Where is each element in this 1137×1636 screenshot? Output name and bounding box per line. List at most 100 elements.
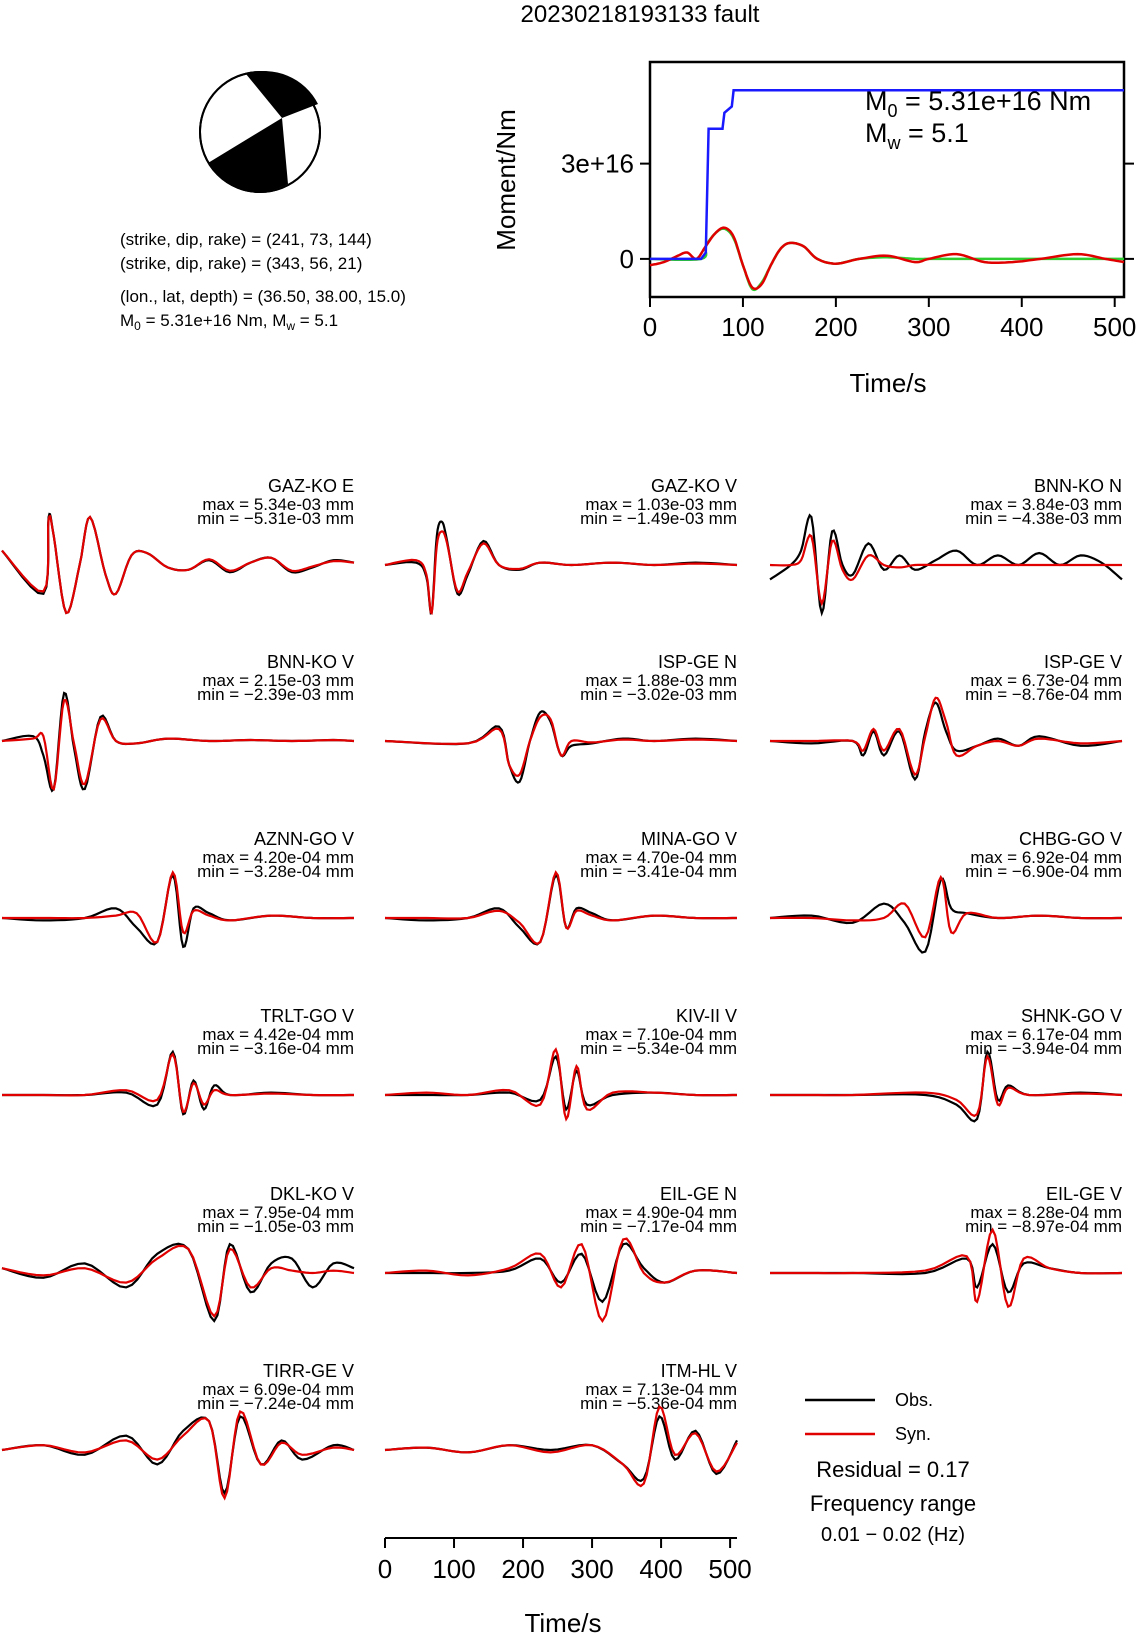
moment-mw-label: Mw = 5.1 <box>865 118 969 153</box>
moment-series-cumulative <box>650 89 1124 261</box>
synthetic-trace <box>770 1227 1123 1309</box>
observed-trace <box>384 872 737 946</box>
max-amplitude-label: max = 4.90e-04 mm <box>585 1203 737 1222</box>
observed-trace <box>384 710 738 784</box>
moment-series-rate <box>649 226 1125 291</box>
station-label: EIL-GE V <box>1046 1184 1122 1204</box>
mechanism-moment: M0 = 5.31e+16 Nm, Mw = 5.1 <box>120 311 338 333</box>
waveform-time-axis: 0 100 200 300 400 500 <box>378 1537 752 1584</box>
max-amplitude-label: max = 4.42e-04 mm <box>202 1025 354 1044</box>
station-label: MINA-GO V <box>641 829 737 849</box>
time-axis-tick-label: 400 <box>639 1554 682 1584</box>
max-amplitude-label: max = 6.92e-04 mm <box>970 848 1122 867</box>
synthetic-trace <box>770 874 1122 939</box>
legend-obs-label: Obs. <box>895 1390 933 1410</box>
synthetic-trace <box>1 698 355 791</box>
min-amplitude-label: min = −5.34e-04 mm <box>580 1039 737 1058</box>
station-label: AZNN-GO V <box>254 829 354 849</box>
observed-trace <box>770 1242 1123 1294</box>
max-amplitude-label: max = 7.13e-04 mm <box>585 1380 737 1399</box>
moment-series-synthetic-rate <box>649 227 1124 292</box>
observed-trace <box>1 1242 355 1323</box>
time-axis-tick-label: 500 <box>708 1554 751 1584</box>
min-amplitude-label: min = −8.76e-04 mm <box>965 685 1122 704</box>
beachball-icon <box>199 71 321 193</box>
min-amplitude-label: min = −7.24e-04 mm <box>197 1394 354 1413</box>
min-amplitude-label: min = −3.02e-03 mm <box>580 685 737 704</box>
mechanism-location: (lon., lat, depth) = (36.50, 38.00, 15.0… <box>120 287 406 306</box>
station-label: BNN-KO N <box>1034 476 1122 496</box>
synthetic-trace <box>2 1052 354 1114</box>
min-amplitude-label: min = −3.28e-04 mm <box>197 862 354 881</box>
station-label: ISP-GE N <box>658 652 737 672</box>
max-amplitude-label: max = 1.03e-03 mm <box>585 495 737 514</box>
synthetic-trace <box>770 696 1123 777</box>
observed-trace <box>1 872 354 949</box>
synthetic-trace <box>384 713 738 777</box>
synthetic-trace <box>384 1237 738 1324</box>
waveform-xlabel: Time/s <box>524 1608 601 1636</box>
legend: Obs. Syn. <box>805 1390 933 1444</box>
min-amplitude-label: min = −3.16e-04 mm <box>197 1039 354 1058</box>
station-label: SHNK-GO V <box>1021 1006 1122 1026</box>
observed-trace <box>770 1049 1123 1123</box>
moment-x-tick-label: 300 <box>907 312 950 342</box>
mechanism-plane-1: (strike, dip, rake) = (241, 73, 144) <box>120 230 372 249</box>
moment-y-tick-label: 0 <box>620 244 634 274</box>
min-amplitude-label: min = −1.49e-03 mm <box>580 509 737 528</box>
moment-xlabel: Time/s <box>849 368 926 398</box>
moment-x-tick-label: 500 <box>1093 312 1136 342</box>
legend-syn-label: Syn. <box>895 1424 931 1444</box>
min-amplitude-label: min = −8.97e-04 mm <box>965 1217 1122 1236</box>
frequency-range-title: Frequency range <box>810 1491 976 1516</box>
synthetic-trace <box>770 1054 1123 1118</box>
synthetic-trace <box>384 530 738 615</box>
max-amplitude-label: max = 8.28e-04 mm <box>970 1203 1122 1222</box>
min-amplitude-label: min = −3.41e-04 mm <box>580 862 737 881</box>
time-axis-tick-label: 300 <box>570 1554 613 1584</box>
time-axis-tick-label: 0 <box>378 1554 392 1584</box>
station-label: ITM-HL V <box>661 1361 737 1381</box>
synthetic-trace <box>384 1405 738 1488</box>
min-amplitude-label: min = −2.39e-03 mm <box>197 685 354 704</box>
moment-y-tick-label: 3e+16 <box>561 149 634 179</box>
observed-trace <box>769 877 1122 954</box>
station-label: DKL-KO V <box>270 1184 354 1204</box>
synthetic-trace <box>2 869 354 944</box>
moment-x-tick-label: 200 <box>814 312 857 342</box>
time-axis-tick-label: 200 <box>501 1554 544 1584</box>
station-label: GAZ-KO V <box>651 476 737 496</box>
station-label: ISP-GE V <box>1044 652 1122 672</box>
station-label: BNN-KO V <box>267 652 354 672</box>
min-amplitude-label: min = −5.31e-03 mm <box>197 509 354 528</box>
time-axis-tick-label: 100 <box>432 1554 475 1584</box>
max-amplitude-label: max = 1.88e-03 mm <box>585 671 737 690</box>
max-amplitude-label: max = 7.95e-04 mm <box>202 1203 354 1222</box>
residual-text: Residual = 0.17 <box>816 1457 970 1482</box>
synthetic-trace <box>1 514 355 615</box>
max-amplitude-label: max = 4.70e-04 mm <box>585 848 737 867</box>
max-amplitude-label: max = 5.34e-03 mm <box>202 495 354 514</box>
min-amplitude-label: min = −6.90e-04 mm <box>965 862 1122 881</box>
max-amplitude-label: max = 2.15e-03 mm <box>202 671 354 690</box>
max-amplitude-label: max = 4.20e-04 mm <box>202 848 354 867</box>
moment-plot-frame <box>648 60 1126 299</box>
min-amplitude-label: min = −5.36e-04 mm <box>580 1394 737 1413</box>
station-label: CHBG-GO V <box>1019 829 1122 849</box>
max-amplitude-label: max = 6.17e-04 mm <box>970 1025 1122 1044</box>
